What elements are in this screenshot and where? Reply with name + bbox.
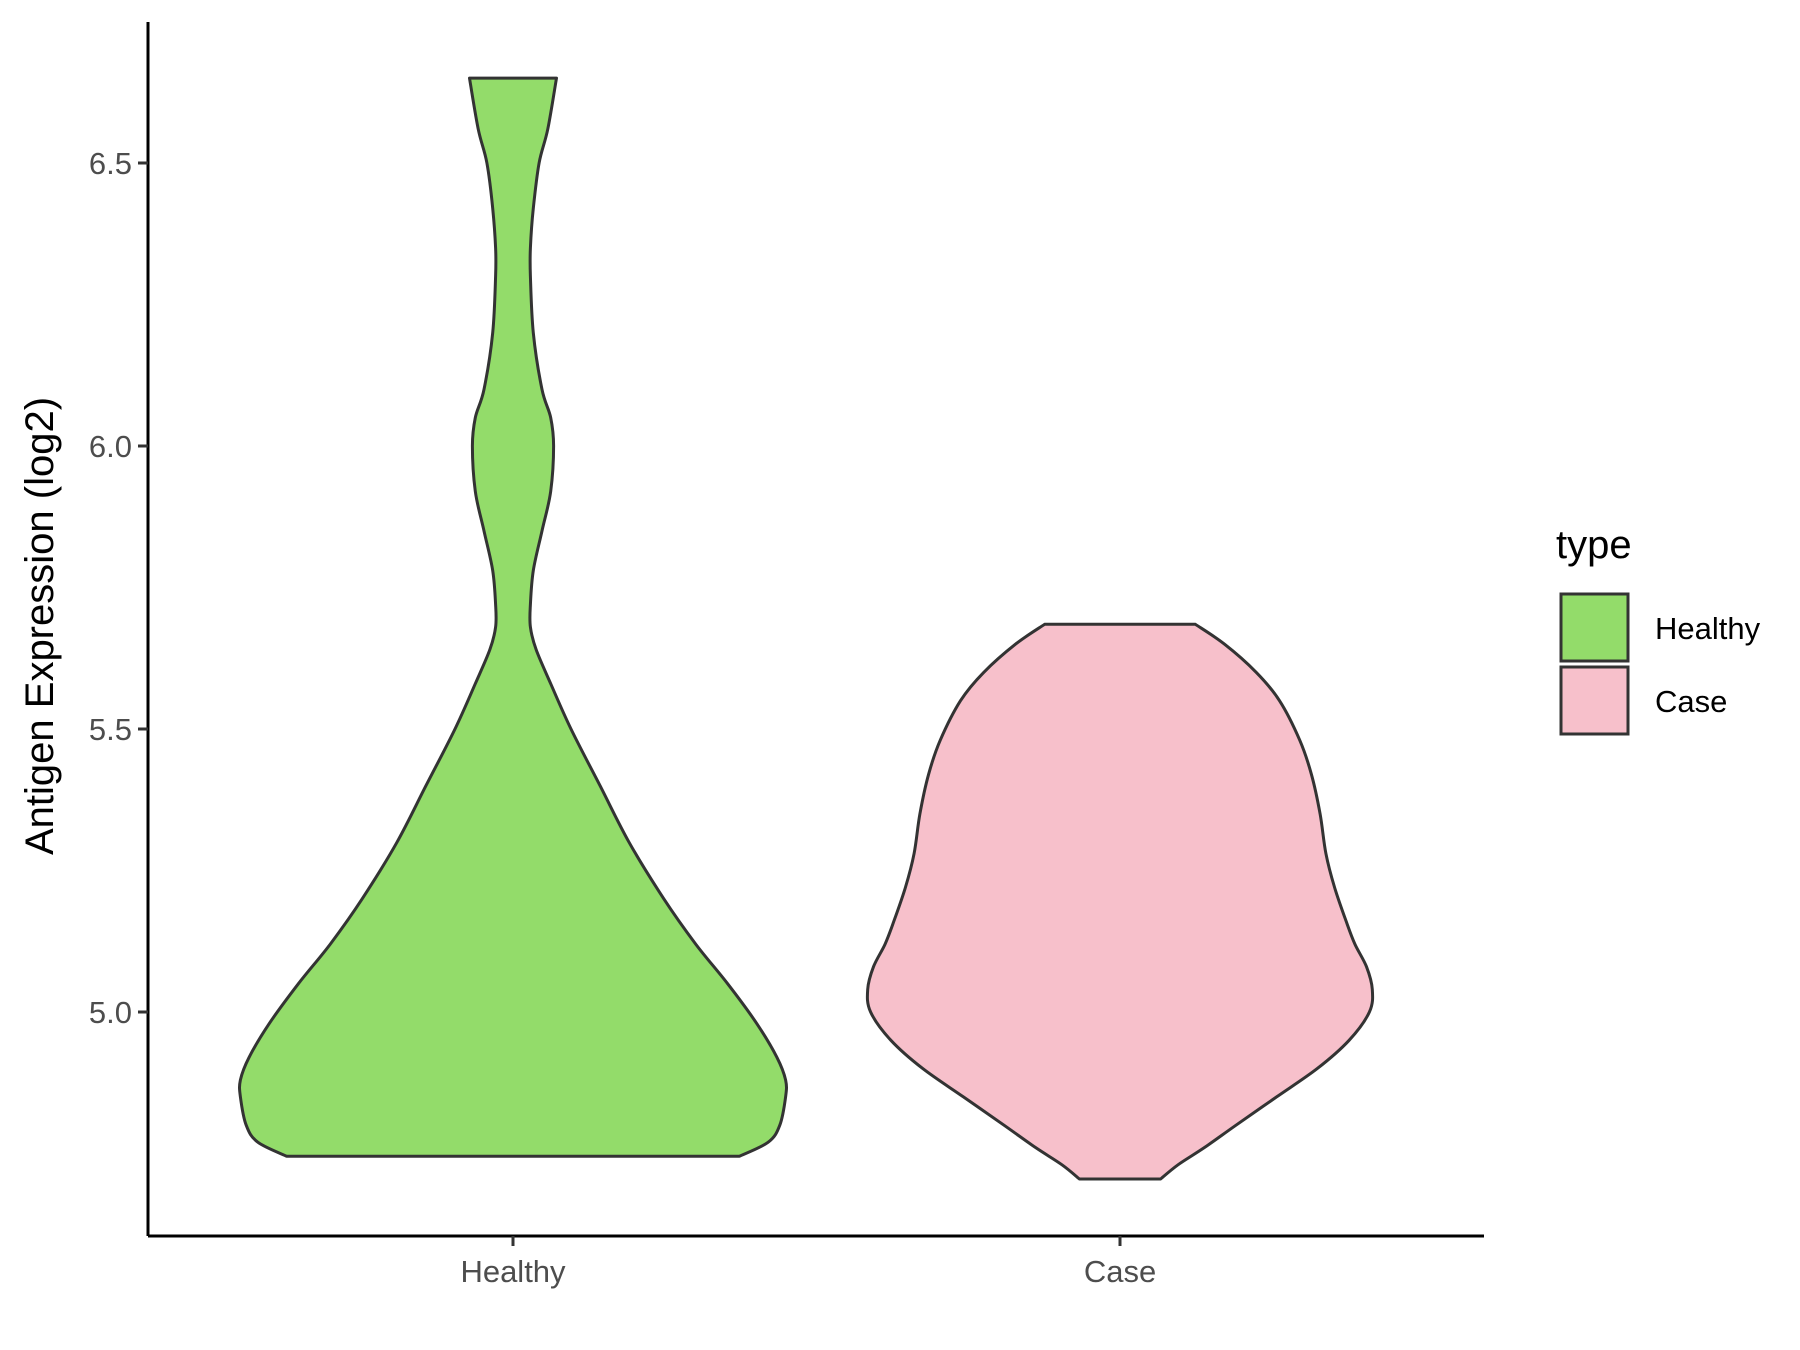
x-tick-label: Healthy [460,1254,566,1289]
x-tick-label: Case [1084,1254,1156,1289]
violin-case [865,622,1375,1181]
y-axis-title: Antigen Expression (log2) [18,397,62,855]
violin-healthy [238,76,788,1158]
legend-title: type [1556,523,1632,567]
y-tick-label: 5.0 [89,995,132,1030]
x-axis: Healthy Case [148,1234,1484,1289]
legend-label: Case [1655,684,1727,719]
legend: type Healthy Case [1556,523,1761,736]
y-tick-label: 5.5 [89,712,132,747]
y-tick-label: 6.0 [89,429,132,464]
legend-label: Healthy [1655,611,1761,646]
y-tick-label: 6.5 [89,146,132,181]
legend-swatch-healthy [1559,592,1630,663]
y-axis: 5.0 5.5 6.0 6.5 [89,22,150,1236]
legend-swatch-case [1559,665,1630,736]
plot-area [238,76,1375,1181]
